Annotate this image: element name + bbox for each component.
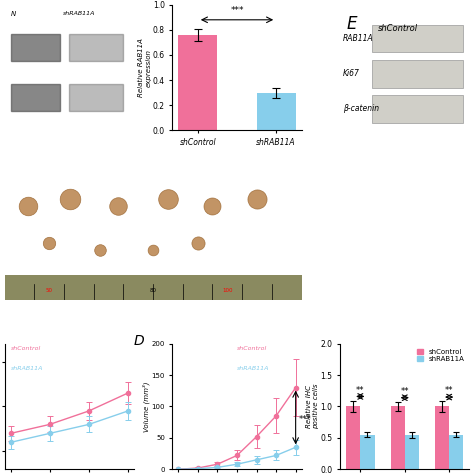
- Point: [149, 246, 157, 253]
- Bar: [449, 435, 464, 469]
- Bar: [373, 25, 463, 53]
- Bar: [178, 35, 218, 130]
- Text: D: D: [134, 334, 145, 347]
- Bar: [5, 274, 301, 300]
- Text: 100: 100: [222, 289, 233, 293]
- Bar: [256, 92, 296, 130]
- Text: 50: 50: [46, 289, 53, 293]
- Y-axis label: Volume (mm³): Volume (mm³): [143, 381, 150, 432]
- Bar: [11, 84, 60, 111]
- Text: Ki67: Ki67: [343, 69, 360, 78]
- Text: shControl: shControl: [378, 24, 419, 33]
- Text: ***: ***: [299, 415, 311, 424]
- Text: β-catenin: β-catenin: [343, 104, 379, 113]
- Point: [46, 239, 53, 247]
- Text: shRAB11A: shRAB11A: [237, 366, 269, 371]
- Point: [164, 196, 172, 203]
- Text: shRAB11A: shRAB11A: [11, 366, 44, 371]
- Point: [66, 196, 74, 203]
- Text: RAB11A: RAB11A: [343, 34, 374, 43]
- Text: **: **: [356, 385, 365, 394]
- Bar: [373, 60, 463, 88]
- Bar: [373, 95, 463, 123]
- Text: shControl: shControl: [237, 346, 267, 351]
- Text: E: E: [346, 15, 357, 33]
- Point: [253, 196, 261, 203]
- Bar: [69, 34, 123, 61]
- Text: 80: 80: [150, 289, 156, 293]
- Text: N: N: [11, 11, 17, 17]
- Text: shRAB11A: shRAB11A: [63, 11, 95, 16]
- Text: shControl: shControl: [11, 346, 41, 351]
- Bar: [360, 435, 374, 469]
- Legend: shControl, shRAB11A: shControl, shRAB11A: [416, 347, 466, 364]
- Y-axis label: Relative IHC
positive cells: Relative IHC positive cells: [306, 384, 319, 429]
- Point: [114, 202, 121, 210]
- Bar: [346, 407, 360, 469]
- Y-axis label: Relative RAB11A
expression: Relative RAB11A expression: [138, 38, 151, 97]
- Bar: [11, 34, 60, 61]
- Text: **: **: [401, 387, 409, 396]
- Point: [194, 239, 201, 247]
- Point: [209, 202, 216, 210]
- Text: **: **: [445, 386, 454, 395]
- Bar: [69, 84, 123, 111]
- Bar: [435, 407, 449, 469]
- Point: [25, 202, 32, 210]
- Bar: [405, 435, 419, 469]
- Bar: [391, 407, 405, 469]
- Text: ***: ***: [230, 6, 244, 15]
- Point: [96, 246, 103, 253]
